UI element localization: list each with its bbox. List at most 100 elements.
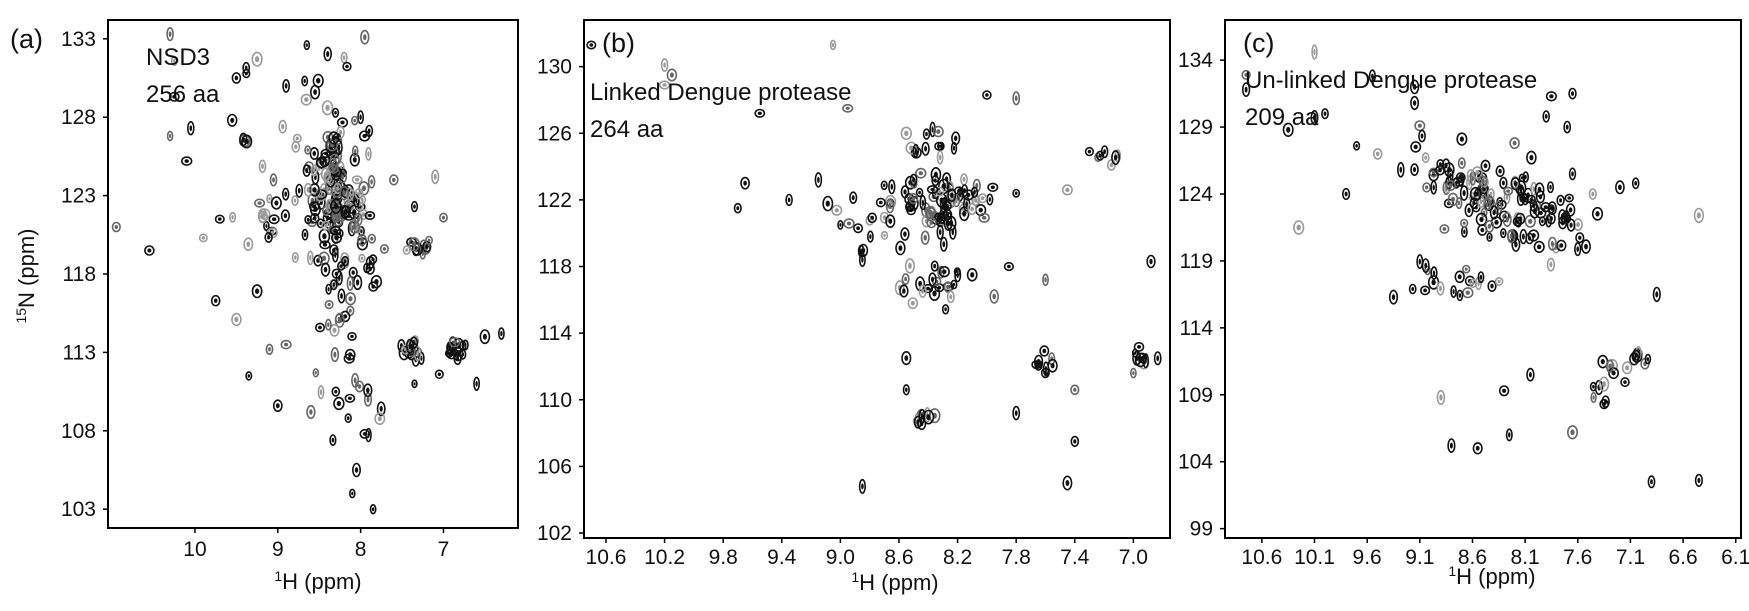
nmr-peak	[928, 285, 941, 301]
nmr-peak	[1130, 367, 1137, 379]
nmr-peak	[1421, 152, 1430, 164]
nmr-peak	[1568, 87, 1577, 100]
nmr-peak	[1601, 395, 1610, 409]
nmr-peak	[349, 488, 356, 499]
nmr-peak	[329, 225, 341, 236]
nmr-peak	[336, 117, 349, 128]
nmr-peak	[1321, 108, 1329, 120]
nmr-peak	[402, 245, 411, 255]
nmr-peak	[1566, 218, 1576, 232]
nmr-peak	[291, 195, 299, 206]
nmr-peak	[411, 379, 418, 389]
nmr-peak	[1560, 212, 1569, 225]
nmr-peak	[319, 240, 331, 250]
nmr-peak	[986, 193, 994, 206]
nmr-peak	[1397, 162, 1405, 178]
nmr-peak	[303, 40, 311, 51]
y-tick-label: 108	[61, 420, 96, 443]
nmr-peak	[934, 141, 944, 151]
nmr-peak	[880, 180, 888, 191]
nmr-peak	[1095, 150, 1105, 161]
nmr-peak	[1478, 175, 1488, 187]
nmr-peak	[318, 251, 330, 266]
nmr-peak	[1439, 224, 1450, 234]
nmr-peak	[337, 261, 346, 271]
nmr-peak	[352, 462, 362, 478]
nmr-peak	[301, 228, 309, 241]
y-tick-label: 119	[1180, 250, 1213, 273]
nmr-peak	[921, 141, 930, 156]
nmr-peak	[360, 29, 370, 45]
nmr-peak	[1447, 168, 1454, 184]
nmr-peak	[1070, 384, 1080, 396]
nmr-peak	[946, 290, 955, 304]
nmr-peak	[1499, 176, 1508, 190]
nmr-peak	[365, 146, 372, 161]
nmr-peak	[309, 183, 320, 197]
nmr-peak	[1146, 254, 1156, 269]
nmr-peak	[987, 182, 999, 193]
nmr-peak	[1436, 281, 1445, 296]
nmr-peak	[337, 288, 346, 304]
nmr-peak	[448, 337, 461, 348]
nmr-peak	[1409, 79, 1420, 95]
nmr-peak	[1353, 141, 1361, 151]
nmr-peak	[251, 284, 263, 299]
nmr-peak	[180, 156, 193, 166]
nmr-peak	[336, 125, 345, 139]
x-tick-label: 9	[272, 538, 284, 561]
nmr-peak	[269, 173, 278, 187]
nmr-peak	[879, 211, 890, 224]
nmr-peak	[345, 292, 357, 306]
nmr-peak	[323, 46, 332, 62]
nmr-peak	[1447, 438, 1456, 453]
y-tick-label: 106	[537, 455, 572, 478]
nmr-peak	[1106, 158, 1116, 171]
x-tick-label: 7.6	[1563, 546, 1592, 569]
y-tick-label: 124	[1178, 183, 1213, 206]
nmr-peak	[301, 75, 309, 87]
nmr-peak	[265, 343, 274, 355]
nmr-peak	[315, 322, 326, 333]
nmr-peak	[245, 371, 253, 381]
x-tick-label: 9.6	[1353, 546, 1382, 569]
nmr-peak	[1510, 177, 1521, 191]
nmr-peak	[1416, 254, 1424, 270]
nmr-peak	[331, 268, 342, 279]
nmr-peak	[1472, 442, 1483, 455]
nmr-peak	[479, 329, 491, 345]
nmr-peak	[909, 173, 918, 187]
nmr-peak	[431, 169, 440, 185]
nmr-peak	[446, 348, 457, 360]
nmr-peak	[280, 209, 290, 223]
nmr-peak	[307, 250, 314, 266]
nmr-peak	[1031, 360, 1042, 370]
panel-b-peaks	[586, 39, 1162, 494]
nmr-peak	[1526, 367, 1535, 382]
panel-b-plot-area: (b) Linked Dengue protease 264 aa	[583, 19, 1171, 539]
nmr-peak	[1620, 377, 1630, 388]
nmr-peak	[329, 323, 340, 337]
nmr-peak	[895, 240, 906, 256]
nmr-peak	[1495, 165, 1505, 178]
nmr-peak	[312, 73, 324, 88]
nmr-peak	[954, 268, 962, 283]
nmr-peak	[424, 235, 433, 245]
nmr-peak	[867, 212, 878, 224]
nmr-peak	[902, 384, 910, 396]
panel-b-annotation-line-1: Linked Dengue protease	[590, 79, 852, 106]
nmr-peak	[434, 369, 444, 380]
nmr-peak	[1241, 82, 1251, 97]
nmr-peak	[166, 130, 174, 142]
nmr-peak	[1498, 385, 1510, 397]
nmr-peak	[1477, 271, 1485, 284]
nmr-peak	[330, 198, 342, 214]
nmr-peak	[905, 141, 918, 155]
nmr-peak	[365, 427, 372, 443]
nmr-peak	[1047, 358, 1058, 373]
nmr-peak	[1542, 110, 1551, 123]
nmr-peak	[349, 220, 361, 234]
nmr-peak	[1525, 232, 1534, 245]
nmr-peak	[959, 206, 970, 222]
nmr-peak	[885, 198, 895, 214]
